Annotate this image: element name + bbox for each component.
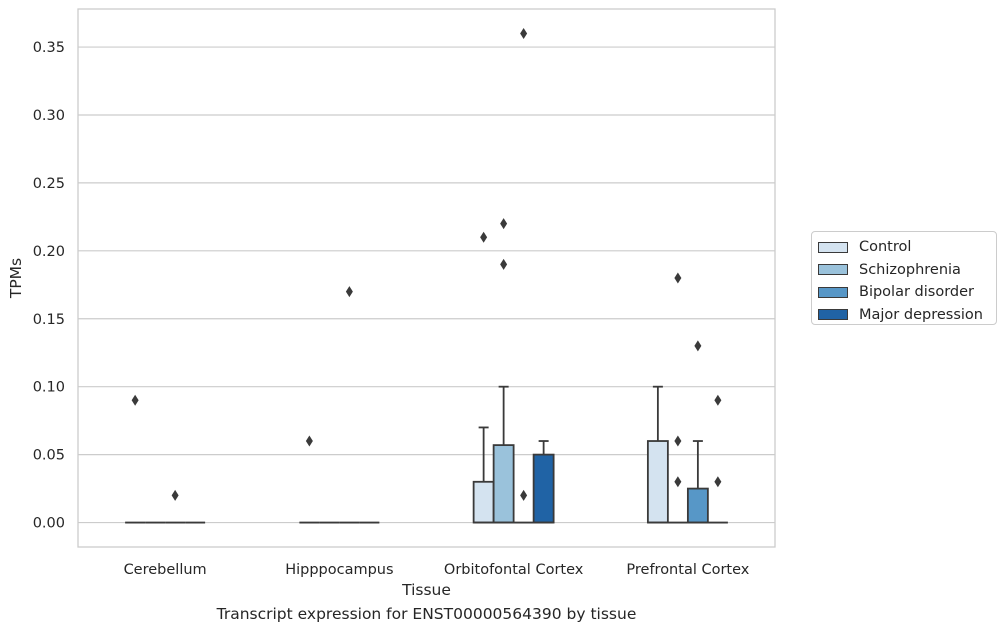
outlier-point bbox=[500, 258, 508, 270]
outlier-point bbox=[500, 218, 508, 230]
legend: Control Schizophrenia Bipolar disorder M… bbox=[811, 231, 997, 325]
outlier-point bbox=[305, 435, 313, 447]
box-schizophrenia bbox=[667, 272, 688, 524]
y-tick-label: 0.15 bbox=[33, 312, 65, 328]
outlier-point bbox=[520, 27, 528, 39]
box-schizophrenia bbox=[492, 218, 515, 524]
legend-swatch bbox=[818, 286, 848, 298]
x-axis-label: Tissue bbox=[401, 581, 451, 599]
y-tick-label: 0.25 bbox=[33, 176, 65, 192]
box-layer bbox=[125, 27, 728, 524]
y-tick-label: 0.30 bbox=[33, 108, 65, 124]
box-bipolar-disorder bbox=[513, 27, 534, 524]
box-control bbox=[646, 385, 669, 524]
y-tick-label: 0.20 bbox=[33, 244, 65, 260]
box-bipolar-disorder bbox=[686, 340, 709, 524]
box-control bbox=[299, 435, 320, 524]
outlier-point bbox=[131, 394, 139, 406]
outlier-point bbox=[714, 394, 722, 406]
y-tick-labels: 0.00 0.05 0.10 0.15 0.20 0.25 0.30 0.35 bbox=[33, 40, 65, 532]
outlier-point bbox=[714, 476, 722, 488]
box-major-depression bbox=[707, 394, 728, 524]
chart-caption: Transcript expression for ENST0000056439… bbox=[216, 605, 637, 623]
box-control bbox=[472, 231, 495, 524]
legend-item-control: Control bbox=[818, 236, 996, 259]
legend-swatch bbox=[818, 264, 848, 276]
box-bipolar-disorder bbox=[165, 489, 186, 524]
outlier-point bbox=[674, 272, 682, 284]
outlier-point bbox=[171, 489, 179, 501]
legend-swatch bbox=[818, 309, 848, 321]
outlier-point bbox=[694, 340, 702, 352]
y-tick-label: 0.00 bbox=[33, 516, 65, 532]
outlier-point bbox=[674, 476, 682, 488]
outlier-point bbox=[345, 286, 353, 298]
box-body bbox=[686, 487, 709, 524]
box-body bbox=[492, 444, 515, 524]
legend-label: Bipolar disorder bbox=[859, 284, 974, 301]
x-tick-labels: Cerebellum Hipppocampus Orbitofontal Corte… bbox=[124, 562, 750, 578]
x-tick-label: Hipppocampus bbox=[285, 562, 393, 578]
box-bipolar-disorder bbox=[339, 286, 360, 524]
x-tick-label: Cerebellum bbox=[124, 562, 207, 578]
legend-item-bipolar-disorder: Bipolar disorder bbox=[818, 281, 996, 304]
y-tick-label: 0.10 bbox=[33, 380, 65, 396]
legend-label: Schizophrenia bbox=[859, 261, 961, 278]
y-axis-label: TPMs bbox=[7, 258, 25, 299]
x-tick-label: Prefrontal Cortex bbox=[626, 562, 749, 578]
outlier-point bbox=[674, 435, 682, 447]
plot-frame bbox=[77, 8, 776, 548]
legend-label: Control bbox=[859, 239, 912, 256]
outlier-point bbox=[520, 489, 528, 501]
legend-swatch bbox=[818, 241, 848, 253]
box-body bbox=[532, 453, 555, 524]
x-tick-label: Orbitofontal Cortex bbox=[444, 562, 584, 578]
y-tick-label: 0.05 bbox=[33, 448, 65, 464]
outlier-point bbox=[480, 231, 488, 243]
box-major-depression bbox=[532, 440, 555, 524]
grid-layer bbox=[78, 46, 775, 524]
box-control bbox=[125, 394, 146, 524]
y-tick-label: 0.35 bbox=[33, 40, 65, 56]
legend-item-schizophrenia: Schizophrenia bbox=[818, 259, 996, 282]
box-body bbox=[472, 480, 495, 524]
legend-label: Major depression bbox=[859, 306, 983, 323]
box-body bbox=[646, 440, 669, 524]
legend-item-major-depression: Major depression bbox=[818, 304, 996, 327]
